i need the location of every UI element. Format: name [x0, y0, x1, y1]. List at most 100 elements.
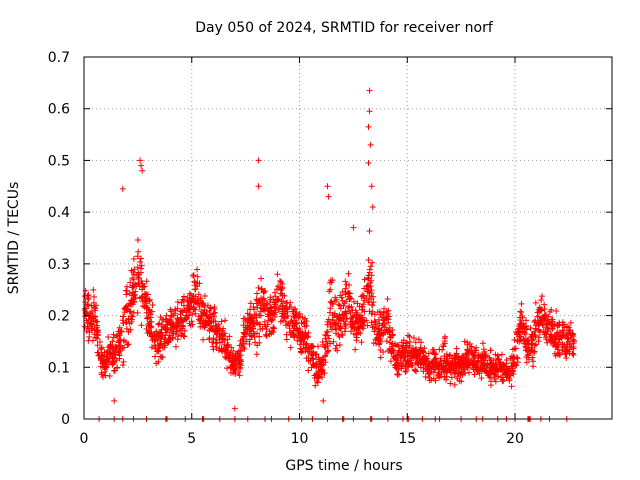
data-point: [352, 346, 359, 353]
data-point: [340, 318, 347, 325]
data-point: [113, 345, 120, 352]
data-point: [140, 284, 147, 291]
data-point: [565, 338, 572, 345]
data-point: [163, 312, 170, 319]
data-point: [97, 345, 104, 352]
data-point: [500, 377, 507, 384]
data-point: [279, 317, 286, 324]
data-point: [525, 356, 532, 363]
data-point: [120, 344, 127, 351]
data-point: [249, 321, 256, 328]
data-point: [389, 331, 396, 338]
data-point: [380, 329, 387, 336]
data-point: [237, 365, 244, 372]
data-point: [523, 317, 530, 324]
data-point: [495, 356, 502, 363]
data-point: [342, 285, 349, 292]
data-point: [406, 342, 413, 349]
data-point: [174, 323, 181, 330]
data-point: [235, 368, 242, 375]
data-point: [162, 332, 169, 339]
data-point: [544, 326, 551, 333]
data-point: [376, 308, 383, 315]
data-point: [270, 296, 277, 303]
data-point: [210, 346, 217, 353]
data-point: [312, 382, 319, 389]
data-point: [477, 364, 484, 371]
data-point: [474, 357, 481, 364]
data-point: [417, 344, 424, 351]
data-point: [545, 313, 552, 320]
data-point: [297, 345, 304, 352]
data-point: [394, 371, 401, 378]
data-point: [126, 320, 133, 327]
data-point: [570, 345, 577, 352]
data-point: [343, 310, 350, 317]
data-point: [152, 353, 159, 360]
data-point: [389, 340, 396, 347]
data-point: [240, 334, 247, 341]
data-point: [358, 303, 365, 310]
data-point: [499, 376, 506, 383]
data-point: [91, 293, 98, 300]
data-point: [361, 318, 368, 325]
data-point: [327, 340, 334, 347]
data-point: [130, 276, 137, 283]
data-point: [190, 272, 197, 279]
data-point: [443, 376, 450, 383]
data-point: [223, 346, 230, 353]
data-point: [333, 342, 340, 349]
data-point: [283, 336, 290, 343]
data-point: [347, 309, 354, 316]
data-point: [549, 316, 556, 323]
data-point: [377, 354, 384, 361]
data-point: [138, 265, 145, 272]
data-point: [283, 314, 290, 321]
data-point: [523, 326, 530, 333]
data-point: [570, 351, 577, 358]
data-point: [464, 339, 471, 346]
data-point: [206, 327, 213, 334]
x-tick-label: 20: [506, 431, 524, 447]
data-point: [314, 372, 321, 379]
data-point: [498, 351, 505, 358]
data-point: [270, 329, 277, 336]
data-point: [197, 295, 204, 302]
data-point: [234, 354, 241, 361]
data-point: [299, 314, 306, 321]
data-point: [194, 266, 201, 273]
data-point: [314, 379, 321, 386]
data-point: [523, 347, 530, 354]
data-point: [551, 334, 558, 341]
data-point: [185, 302, 192, 309]
data-point: [410, 334, 417, 341]
data-point: [230, 357, 237, 364]
data-point: [250, 330, 257, 337]
data-point: [134, 237, 141, 244]
data-point: [458, 360, 465, 367]
y-tick-label: 0.3: [48, 257, 70, 273]
data-point: [393, 365, 400, 372]
data-point: [304, 333, 311, 340]
data-point: [226, 355, 233, 362]
data-point: [191, 305, 198, 312]
data-point: [453, 361, 460, 368]
y-tick-label: 0: [61, 412, 70, 428]
data-point: [138, 322, 145, 329]
data-point: [223, 354, 230, 361]
data-point: [158, 354, 165, 361]
data-point: [327, 286, 334, 293]
data-point: [196, 280, 203, 287]
data-point: [517, 308, 524, 315]
data-point: [387, 358, 394, 365]
data-point: [320, 361, 327, 368]
data-point: [443, 351, 450, 358]
data-point: [561, 347, 568, 354]
data-point: [253, 351, 260, 358]
data-point: [487, 367, 494, 374]
data-point: [513, 354, 520, 361]
data-point-peak: [255, 157, 262, 164]
data-point: [427, 371, 434, 378]
data-point: [380, 309, 387, 316]
data-point: [147, 318, 154, 325]
